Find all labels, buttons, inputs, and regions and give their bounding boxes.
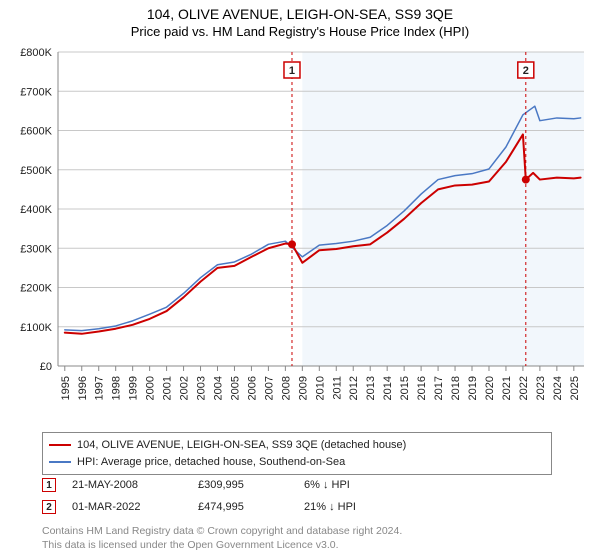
sale-marker: 2: [42, 500, 56, 514]
svg-text:1997: 1997: [94, 376, 106, 400]
svg-text:2000: 2000: [145, 376, 157, 400]
sales-row: 1 21-MAY-2008 £309,995 6% ↓ HPI: [42, 474, 404, 496]
sale-price: £309,995: [198, 479, 288, 491]
svg-text:2017: 2017: [433, 376, 445, 400]
svg-text:2001: 2001: [162, 376, 174, 400]
svg-text:2012: 2012: [348, 376, 360, 400]
svg-text:2008: 2008: [280, 376, 292, 400]
svg-text:1999: 1999: [128, 376, 140, 400]
svg-text:£300K: £300K: [20, 243, 52, 255]
svg-text:2: 2: [523, 65, 529, 77]
sale-pct: 6% ↓ HPI: [304, 479, 404, 491]
legend-label: HPI: Average price, detached house, Sout…: [77, 454, 345, 471]
page-subtitle: Price paid vs. HM Land Registry's House …: [0, 24, 600, 39]
footer-line-2: This data is licensed under the Open Gov…: [42, 538, 402, 552]
svg-text:2015: 2015: [399, 376, 411, 400]
svg-text:2004: 2004: [212, 376, 224, 400]
page-title: 104, OLIVE AVENUE, LEIGH-ON-SEA, SS9 3QE: [0, 6, 600, 22]
svg-text:2020: 2020: [484, 376, 496, 400]
price-chart: £0 £100K £200K £300K £400K £500K £600K £700K £80…: [10, 46, 590, 426]
sale-marker: 1: [42, 478, 56, 492]
sale-date: 01-MAR-2022: [72, 501, 182, 513]
svg-text:2019: 2019: [467, 376, 479, 400]
svg-text:2002: 2002: [179, 376, 191, 400]
svg-text:2005: 2005: [229, 376, 241, 400]
svg-text:2010: 2010: [314, 376, 326, 400]
svg-text:1: 1: [289, 65, 295, 77]
legend: 104, OLIVE AVENUE, LEIGH-ON-SEA, SS9 3QE…: [42, 432, 552, 475]
svg-text:1995: 1995: [60, 376, 72, 400]
svg-text:2009: 2009: [297, 376, 309, 400]
legend-item: 104, OLIVE AVENUE, LEIGH-ON-SEA, SS9 3QE…: [49, 437, 545, 454]
svg-text:2025: 2025: [569, 376, 581, 400]
svg-text:2014: 2014: [382, 376, 394, 400]
legend-swatch: [49, 461, 71, 463]
sale-pct: 21% ↓ HPI: [304, 501, 404, 513]
footer-line-1: Contains HM Land Registry data © Crown c…: [42, 524, 402, 538]
svg-text:2003: 2003: [196, 376, 208, 400]
svg-text:2024: 2024: [552, 376, 564, 400]
svg-text:£400K: £400K: [20, 204, 52, 216]
sales-row: 2 01-MAR-2022 £474,995 21% ↓ HPI: [42, 496, 404, 518]
svg-text:2016: 2016: [416, 376, 428, 400]
footer: Contains HM Land Registry data © Crown c…: [42, 524, 402, 552]
svg-text:2021: 2021: [501, 376, 513, 400]
svg-text:£600K: £600K: [20, 126, 52, 138]
legend-swatch: [49, 444, 71, 446]
svg-text:2018: 2018: [450, 376, 462, 400]
sales-table: 1 21-MAY-2008 £309,995 6% ↓ HPI 2 01-MAR-2022…: [42, 474, 404, 518]
svg-text:£700K: £700K: [20, 86, 52, 98]
legend-label: 104, OLIVE AVENUE, LEIGH-ON-SEA, SS9 3QE…: [77, 437, 406, 454]
svg-text:1996: 1996: [77, 376, 89, 400]
svg-text:2013: 2013: [365, 376, 377, 400]
svg-text:2022: 2022: [518, 376, 530, 400]
sale-date: 21-MAY-2008: [72, 479, 182, 491]
svg-text:£0: £0: [40, 361, 52, 373]
svg-text:2006: 2006: [246, 376, 258, 400]
svg-text:2011: 2011: [331, 376, 343, 400]
svg-text:2007: 2007: [263, 376, 275, 400]
svg-text:£200K: £200K: [20, 283, 52, 295]
sale-price: £474,995: [198, 501, 288, 513]
svg-text:£100K: £100K: [20, 322, 52, 334]
legend-item: HPI: Average price, detached house, Sout…: [49, 454, 545, 471]
svg-text:£500K: £500K: [20, 165, 52, 177]
svg-text:£800K: £800K: [20, 47, 52, 59]
svg-text:2023: 2023: [535, 376, 547, 400]
svg-text:1998: 1998: [111, 376, 123, 400]
